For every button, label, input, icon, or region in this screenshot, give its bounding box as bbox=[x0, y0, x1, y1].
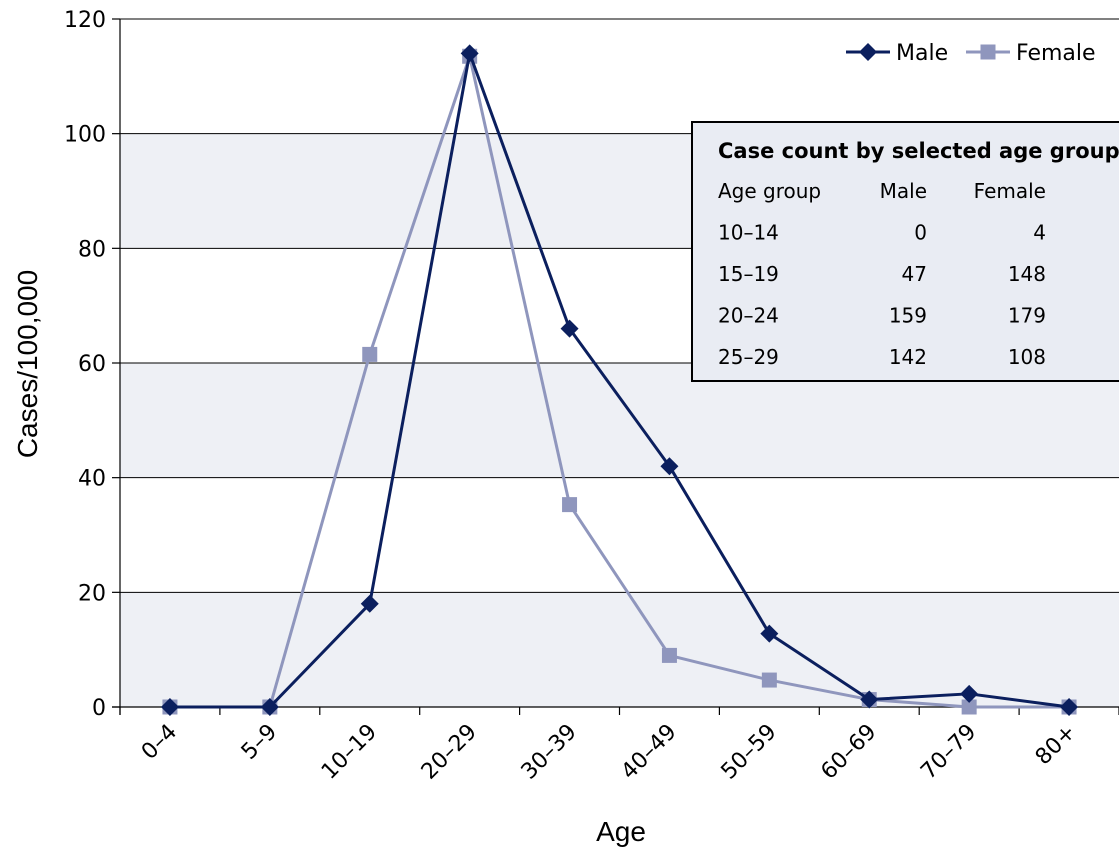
x-tick-label: 80+ bbox=[1031, 720, 1082, 771]
data-point bbox=[560, 319, 579, 338]
data-point bbox=[980, 44, 996, 60]
inset-table-cell: 20–24 bbox=[718, 304, 779, 328]
inset-table-box bbox=[691, 121, 1119, 382]
x-tick-label: 70–79 bbox=[916, 720, 981, 785]
inset-table-cell: 47 bbox=[902, 262, 927, 286]
legend: Male Female bbox=[846, 41, 1096, 66]
data-point bbox=[660, 457, 679, 476]
inset-table-row: 10–14 0 4 bbox=[718, 221, 1046, 245]
data-point bbox=[260, 698, 279, 716]
y-tick-label: 60 bbox=[78, 352, 106, 377]
inset-table-rows: Age group Male Female 10–14 0 4 15–19 47 148 20–2… bbox=[718, 179, 1046, 369]
y-tick-label: 0 bbox=[92, 696, 106, 721]
data-point bbox=[761, 672, 777, 688]
series-line bbox=[169, 54, 1070, 709]
legend-item-male: Male bbox=[846, 41, 948, 66]
data-point bbox=[961, 699, 977, 715]
data-point bbox=[1060, 698, 1079, 716]
inset-table-cell: 142 bbox=[889, 345, 927, 369]
data-point bbox=[760, 624, 779, 643]
data-point bbox=[460, 44, 479, 63]
y-tick-label: 40 bbox=[78, 467, 106, 492]
inset-table-cell: 15–19 bbox=[718, 262, 779, 286]
legend-label: Female bbox=[1016, 41, 1096, 66]
data-point bbox=[960, 684, 979, 703]
inset-table-cell: 159 bbox=[889, 304, 927, 328]
inset-table-cell: 148 bbox=[1008, 262, 1046, 286]
legend-label: Male bbox=[896, 41, 948, 66]
x-tick-label: 30–39 bbox=[517, 720, 582, 785]
x-tick-label: 50–59 bbox=[717, 720, 782, 785]
inset-table-row: 25–29 142 108 bbox=[718, 345, 1046, 369]
inset-table-cell: 25–29 bbox=[718, 345, 779, 369]
data-point bbox=[562, 497, 578, 513]
y-tick-label: 120 bbox=[64, 8, 106, 33]
inset-table-cell: 10–14 bbox=[718, 221, 779, 245]
data-point bbox=[362, 346, 378, 362]
series-male bbox=[160, 44, 1079, 716]
inset-table-header-cell: Female bbox=[974, 179, 1046, 203]
inset-table-row: 15–19 47 148 bbox=[718, 262, 1046, 286]
y-axis-ticks: 0 20 40 60 80 100 120 bbox=[64, 8, 120, 721]
y-tick-label: 20 bbox=[78, 581, 106, 606]
x-tick-label: 5–9 bbox=[237, 720, 282, 765]
data-point bbox=[160, 698, 179, 716]
inset-table-cell: 108 bbox=[1008, 345, 1046, 369]
inset-table-row: 20–24 159 179 bbox=[718, 304, 1046, 328]
y-axis-title: Cases/100,000 bbox=[12, 270, 43, 458]
x-tick-label: 20–29 bbox=[417, 720, 482, 785]
data-point bbox=[360, 594, 379, 613]
x-tick-label: 40–49 bbox=[617, 720, 682, 785]
inset-table-cell: 4 bbox=[1033, 221, 1046, 245]
x-axis-title: Age bbox=[596, 816, 646, 847]
inset-table-header-cell: Male bbox=[880, 179, 927, 203]
x-axis-ticks: 0–4 5–9 10–19 20–29 30–39 40–49 50–59 60–69 70–7… bbox=[119, 707, 1119, 785]
inset-table-header-cell: Age group bbox=[718, 179, 821, 203]
data-point bbox=[859, 43, 877, 61]
series-layer bbox=[160, 44, 1079, 716]
x-tick-label: 10–19 bbox=[317, 720, 382, 785]
inset-table-cell: 0 bbox=[914, 221, 927, 245]
inset-table-title: Case count by selected age group bbox=[718, 139, 1119, 163]
inset-table-cell: 179 bbox=[1008, 304, 1046, 328]
inset-table: Case count by selected age group Age gro… bbox=[691, 121, 1119, 382]
series-line bbox=[169, 51, 1070, 709]
x-tick-label: 0–4 bbox=[137, 720, 182, 765]
x-tick-label: 60–69 bbox=[816, 720, 881, 785]
plot-band bbox=[120, 363, 1119, 478]
y-tick-label: 80 bbox=[78, 237, 106, 262]
data-point bbox=[661, 647, 677, 663]
data-point bbox=[860, 690, 879, 709]
inset-table-header: Age group Male Female bbox=[718, 179, 1046, 203]
legend-item-female: Female bbox=[966, 41, 1096, 66]
y-tick-label: 100 bbox=[64, 123, 106, 148]
